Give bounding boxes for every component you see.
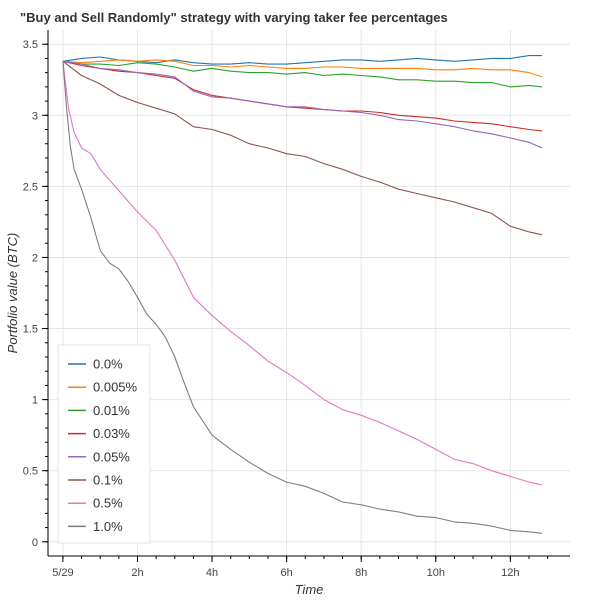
y-tick-label: 3: [32, 110, 38, 122]
x-tick-label: 12h: [501, 567, 519, 579]
x-tick-label: 10h: [427, 567, 445, 579]
y-tick-label: 3.5: [23, 39, 38, 51]
series-line: [62, 60, 543, 236]
y-axis-label: Portfolio value (BTC): [5, 233, 20, 354]
y-tick-label: 1.5: [23, 324, 38, 336]
legend-box: [57, 344, 151, 544]
y-tick-label: 1: [32, 395, 38, 407]
x-tick-label: 5/29: [52, 567, 73, 579]
legend: 0.0% 0.005% 0.01% 0.03% 0.05% 0.1% 0.5% 1.0%: [57, 344, 151, 544]
series-line: [62, 60, 543, 88]
chart-title: "Buy and Sell Randomly" strategy with va…: [20, 10, 448, 25]
x-tick-label: 2h: [131, 567, 143, 579]
legend-label: 0.1%: [93, 473, 123, 488]
y-tick-label: 2: [32, 252, 38, 264]
x-tick-label: 4h: [206, 567, 218, 579]
series-line: [62, 61, 543, 486]
legend-label: 0.005%: [93, 380, 138, 395]
legend-label: 0.0%: [93, 357, 123, 372]
series-lines: [62, 55, 543, 534]
legend-label: 0.5%: [93, 496, 123, 511]
series-line: [62, 59, 543, 78]
legend-label: 0.01%: [93, 403, 130, 418]
x-axis-label: Time: [295, 582, 324, 597]
axes: 0 0.5 1 1.5 2 2.5 3 3.5 5/29 2h 4h 6h 8h 10h 12h: [23, 30, 570, 579]
series-line: [62, 60, 543, 149]
y-tick-label: 0.5: [23, 466, 38, 478]
legend-label: 1.0%: [93, 519, 123, 534]
x-tick-label: 6h: [281, 567, 293, 579]
series-line: [62, 61, 543, 534]
series-line: [62, 55, 542, 65]
y-tick-label: 2.5: [23, 181, 38, 193]
legend-label: 0.05%: [93, 449, 130, 464]
grid-lines: [48, 30, 570, 556]
legend-label: 0.03%: [93, 426, 130, 441]
y-tick-label: 0: [32, 537, 38, 549]
x-tick-label: 8h: [355, 567, 367, 579]
